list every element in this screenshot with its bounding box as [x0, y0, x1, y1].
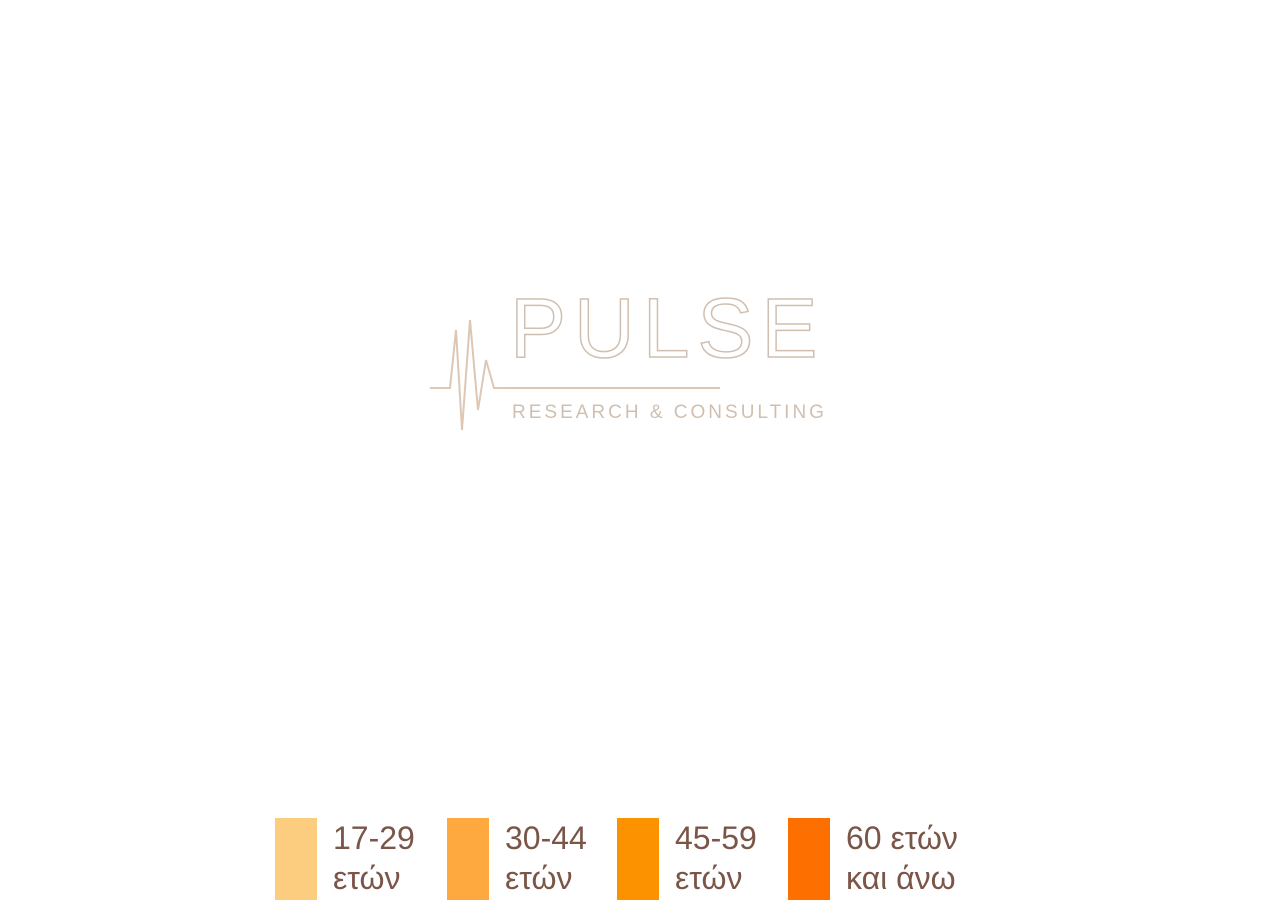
legend-label: 45-59 ετών [675, 820, 757, 896]
legend-item: 60 ετών και άνω [788, 818, 976, 900]
legend-swatch [275, 818, 317, 900]
legend-label: 60 ετών και άνω [846, 820, 958, 896]
watermark: PULSE RESEARCH & CONSULTING [430, 280, 827, 431]
watermark-subtitle: RESEARCH & CONSULTING [512, 402, 827, 423]
legend-item: 45-59 ετών [617, 818, 805, 900]
legend-item: 17-29 ετών [275, 818, 463, 900]
legend-swatch [617, 818, 659, 900]
legend-item: 30-44 ετών [447, 818, 635, 900]
legend-swatch [447, 818, 489, 900]
chart: PULSE RESEARCH & CONSULTING [430, 280, 827, 431]
legend-label: 30-44 ετών [505, 820, 587, 896]
legend-swatch [788, 818, 830, 900]
legend-label: 17-29 ετών [333, 820, 415, 896]
watermark-title: PULSE [510, 281, 825, 375]
watermark-pulse [430, 319, 720, 431]
